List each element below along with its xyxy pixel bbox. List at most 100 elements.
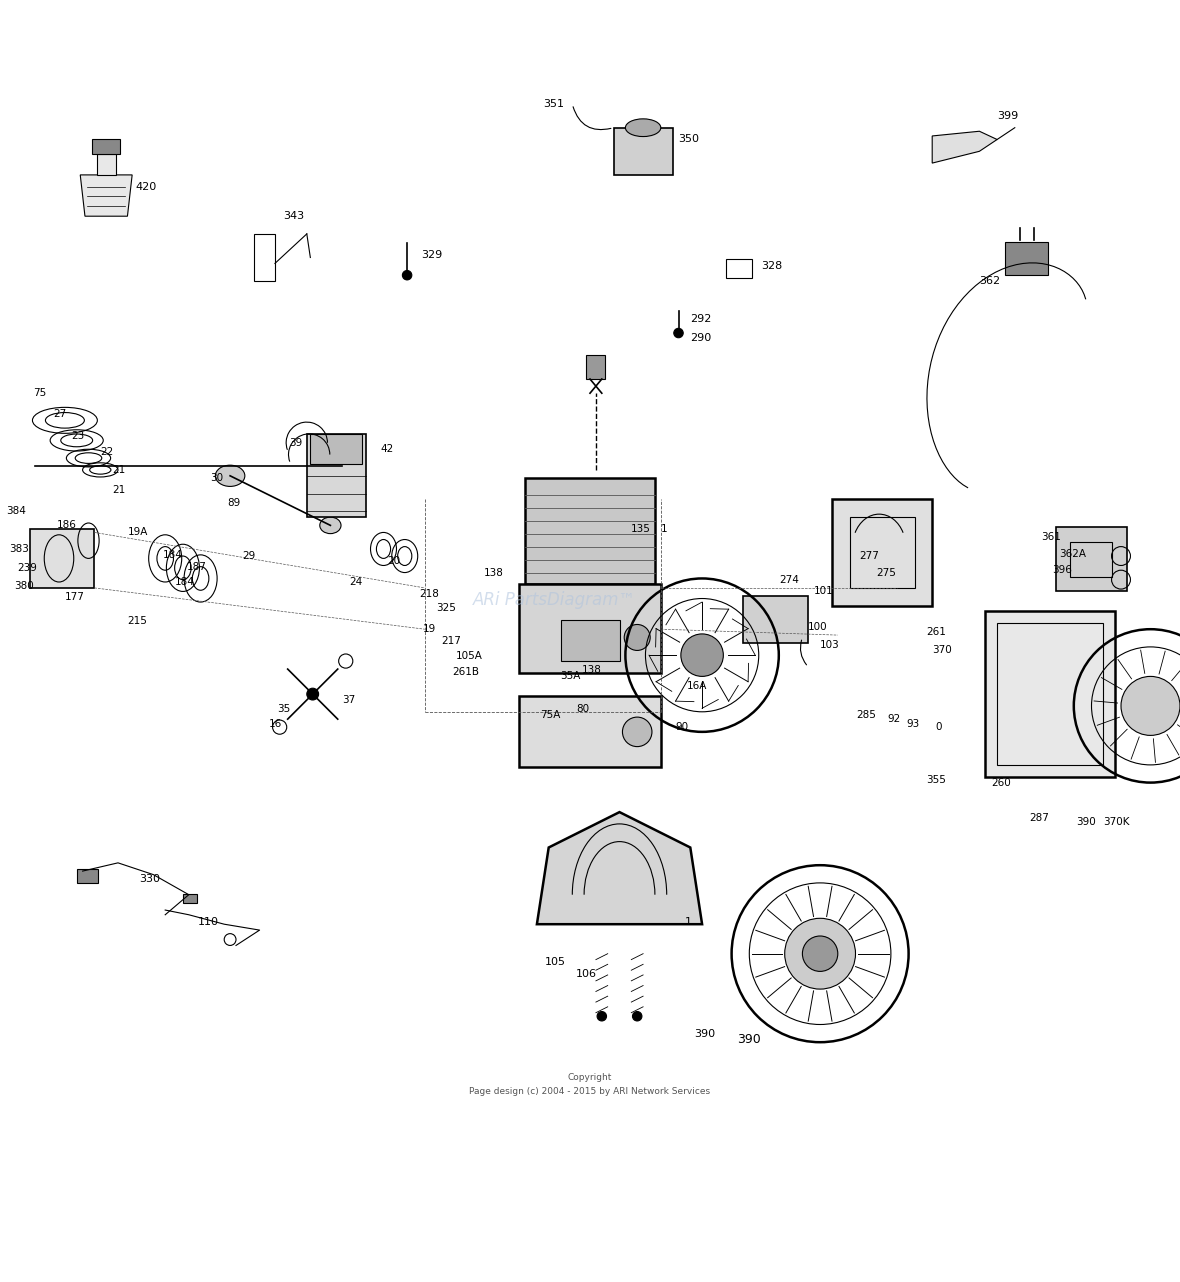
Text: 30: 30 xyxy=(210,473,223,483)
Text: 274: 274 xyxy=(779,574,799,585)
Bar xyxy=(30,529,94,588)
Text: 21: 21 xyxy=(112,485,125,495)
Bar xyxy=(560,619,620,662)
Bar xyxy=(614,128,673,174)
Text: 370: 370 xyxy=(932,645,952,655)
Text: 290: 290 xyxy=(690,333,712,342)
Text: 420: 420 xyxy=(136,182,157,192)
Polygon shape xyxy=(537,812,702,924)
Text: 90: 90 xyxy=(675,722,688,732)
Text: 277: 277 xyxy=(859,551,879,562)
Bar xyxy=(519,696,661,767)
Text: ARi PartsDiagram™: ARi PartsDiagram™ xyxy=(473,591,636,609)
Text: 177: 177 xyxy=(65,592,85,603)
Text: 384: 384 xyxy=(6,506,26,517)
Text: 75: 75 xyxy=(33,388,46,399)
Text: 20: 20 xyxy=(387,556,400,565)
Text: 23: 23 xyxy=(71,431,84,441)
Bar xyxy=(850,517,915,588)
Bar xyxy=(183,894,197,903)
Text: 187: 187 xyxy=(186,562,206,572)
Bar xyxy=(985,612,1115,777)
Text: 361: 361 xyxy=(1041,532,1061,542)
Bar xyxy=(92,140,120,154)
Text: 138: 138 xyxy=(582,665,602,676)
Text: 19: 19 xyxy=(422,624,435,635)
Text: 383: 383 xyxy=(9,544,30,554)
Text: 39: 39 xyxy=(289,437,302,447)
Text: 29: 29 xyxy=(242,551,255,562)
Text: 261: 261 xyxy=(926,627,946,637)
Text: 292: 292 xyxy=(690,314,712,324)
Ellipse shape xyxy=(320,517,341,533)
Text: 215: 215 xyxy=(127,615,148,626)
Text: 260: 260 xyxy=(991,778,1011,787)
Text: 399: 399 xyxy=(997,112,1018,121)
Text: 239: 239 xyxy=(18,563,38,573)
Polygon shape xyxy=(80,174,132,217)
Text: Page design (c) 2004 - 2015 by ARI Network Services: Page design (c) 2004 - 2015 by ARI Netwo… xyxy=(470,1087,710,1096)
Text: 362A: 362A xyxy=(1060,549,1087,559)
Text: 329: 329 xyxy=(421,250,442,260)
Text: 355: 355 xyxy=(926,776,946,786)
Text: 92: 92 xyxy=(887,714,900,724)
Text: 35A: 35A xyxy=(560,672,581,682)
Circle shape xyxy=(1121,677,1180,736)
Text: 328: 328 xyxy=(761,260,782,271)
Text: 390: 390 xyxy=(1076,817,1096,827)
Bar xyxy=(254,233,275,281)
Text: 370K: 370K xyxy=(1103,817,1129,827)
Text: 390: 390 xyxy=(738,1033,761,1046)
Text: 93: 93 xyxy=(906,719,919,728)
Bar xyxy=(525,478,655,585)
Text: 287: 287 xyxy=(1029,813,1049,823)
Bar xyxy=(97,154,116,174)
Ellipse shape xyxy=(215,465,245,486)
Text: 380: 380 xyxy=(14,581,34,591)
Circle shape xyxy=(785,918,856,990)
Circle shape xyxy=(802,936,838,972)
Text: 186: 186 xyxy=(57,520,77,531)
Text: 35: 35 xyxy=(277,704,290,714)
Text: 16: 16 xyxy=(269,719,282,728)
Text: 351: 351 xyxy=(543,99,564,109)
Text: 138: 138 xyxy=(484,568,504,578)
Text: 105: 105 xyxy=(545,956,566,967)
Circle shape xyxy=(597,1011,607,1020)
Text: 100: 100 xyxy=(808,622,828,632)
Text: 80: 80 xyxy=(576,704,589,714)
Text: 24: 24 xyxy=(349,577,362,587)
Bar xyxy=(310,435,362,464)
Text: 261B: 261B xyxy=(452,667,479,677)
Text: 75A: 75A xyxy=(540,710,560,720)
Text: 22: 22 xyxy=(100,447,113,458)
Text: 217: 217 xyxy=(441,636,461,646)
Text: 101: 101 xyxy=(814,586,834,596)
Bar xyxy=(586,355,605,379)
Text: 184: 184 xyxy=(163,550,183,560)
Text: 106: 106 xyxy=(576,969,597,978)
Bar xyxy=(519,585,661,673)
Text: 89: 89 xyxy=(228,497,241,508)
Text: 37: 37 xyxy=(342,695,355,705)
Bar xyxy=(77,869,98,883)
Bar xyxy=(743,596,808,644)
Text: 184: 184 xyxy=(175,577,195,587)
Text: 19A: 19A xyxy=(127,527,148,537)
Text: 1: 1 xyxy=(684,917,691,927)
Text: 21: 21 xyxy=(112,465,125,474)
Text: 110: 110 xyxy=(198,917,219,927)
Text: 103: 103 xyxy=(820,640,840,650)
Text: 325: 325 xyxy=(437,603,457,613)
Ellipse shape xyxy=(625,119,661,137)
Text: 16A: 16A xyxy=(687,681,707,691)
Text: 330: 330 xyxy=(139,874,160,885)
Text: 135: 135 xyxy=(631,524,651,533)
Ellipse shape xyxy=(623,717,651,746)
Circle shape xyxy=(632,1011,642,1020)
Text: 390: 390 xyxy=(694,1029,715,1038)
Text: Copyright: Copyright xyxy=(568,1073,612,1082)
Text: 0: 0 xyxy=(936,722,943,732)
Circle shape xyxy=(681,633,723,677)
Circle shape xyxy=(674,328,683,337)
